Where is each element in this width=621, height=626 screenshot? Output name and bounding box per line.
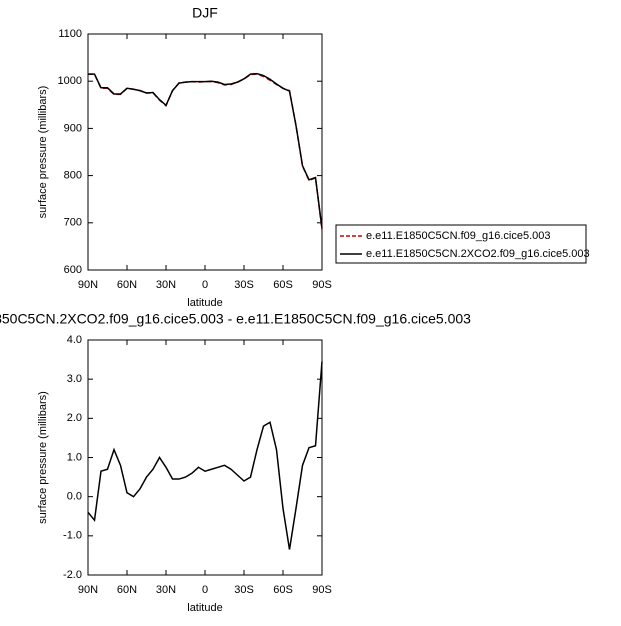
x-tick-label: 60S — [273, 279, 293, 291]
y-tick-label: 600 — [64, 264, 82, 276]
y-tick-label: 0.0 — [67, 491, 82, 503]
x-tick-label: 30N — [156, 279, 176, 291]
x-tick-label: 60N — [117, 279, 137, 291]
y-tick-label: 1100 — [58, 28, 82, 40]
data-line — [88, 72, 323, 229]
x-tick-label: 30S — [234, 584, 254, 596]
data-line — [88, 73, 323, 230]
y-tick-label: 2.0 — [67, 412, 82, 424]
data-line — [87, 361, 323, 550]
x-axis-label: latitude — [187, 602, 222, 614]
x-tick-label: 90S — [312, 584, 332, 596]
y-axis-label: surface pressure (millibars) — [37, 86, 49, 219]
legend-box — [335, 224, 587, 264]
y-tick-label: 900 — [64, 122, 82, 134]
y-tick-label: 1.0 — [67, 451, 82, 463]
x-tick-label: 0 — [202, 584, 208, 596]
x-tick-label: 90N — [78, 279, 98, 291]
chart-title: e.e11.E1850C5CN.2XCO2.f09_g16.cice5.003 … — [0, 311, 471, 327]
y-tick-label: 3.0 — [67, 373, 82, 385]
x-tick-label: 60N — [117, 584, 137, 596]
x-tick-label: 60S — [273, 584, 293, 596]
y-tick-label: 4.0 — [67, 334, 82, 346]
legend-label: e.e11.E1850C5CN.f09_g16.cice5.003 — [366, 230, 551, 242]
y-tick-label: 800 — [64, 170, 82, 182]
x-tick-label: 90S — [312, 279, 332, 291]
plot-frame — [87, 339, 323, 576]
x-tick-label: 30N — [156, 584, 176, 596]
x-axis-label: latitude — [187, 297, 222, 309]
plot-frame — [87, 33, 323, 271]
x-tick-label: 30S — [234, 279, 254, 291]
y-tick-label: -1.0 — [63, 530, 82, 542]
chart-title: DJF — [192, 5, 218, 21]
legend-label: e.e11.E1850C5CN.2XCO2.f09_g16.cice5.003 — [366, 248, 590, 260]
x-tick-label: 90N — [78, 584, 98, 596]
y-axis-label: surface pressure (millibars) — [37, 391, 49, 524]
x-tick-label: 0 — [202, 279, 208, 291]
y-tick-label: 700 — [64, 217, 82, 229]
y-tick-label: 1000 — [58, 75, 82, 87]
y-tick-label: -2.0 — [63, 569, 82, 581]
